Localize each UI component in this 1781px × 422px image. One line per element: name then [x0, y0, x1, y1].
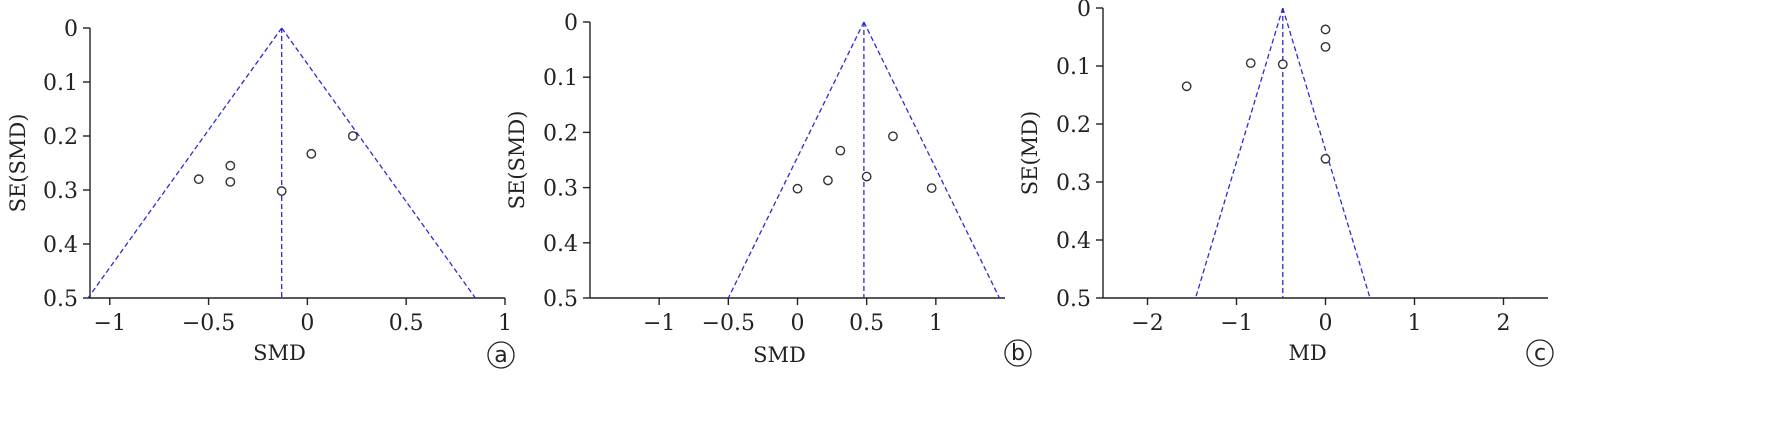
funnel-left-line — [727, 21, 865, 299]
x-tick-label: −1 — [1220, 311, 1252, 336]
study-point — [926, 183, 937, 194]
funnel-plot-b: 0 0.1 0.2 0.3 0.4 0.5 −1 −0.5 0 0.5 1 SMD SE(SMD) b — [505, 11, 1032, 367]
x-tick-label: −1 — [94, 311, 126, 336]
y-tick-label: 0.4 — [543, 232, 578, 257]
y-tick-label: 0.2 — [43, 125, 78, 150]
y-tick-label: 0.1 — [43, 71, 78, 96]
y-tick-label: 0.5 — [43, 287, 78, 312]
study-point — [792, 183, 803, 194]
panel-label: b — [1011, 341, 1025, 366]
y-axis-label: SE(MD) — [1018, 111, 1042, 195]
y-tick-label: 0.3 — [543, 177, 578, 202]
panel-label: c — [1534, 341, 1546, 366]
x-tick-label: −0.5 — [702, 311, 755, 336]
x-tick-label: 2 — [1497, 311, 1511, 336]
study-point — [835, 145, 846, 156]
funnel-right-line — [863, 21, 1001, 299]
panel-label-circle — [1526, 339, 1554, 367]
y-tick-label: 0.1 — [543, 66, 578, 91]
y-tick-label: 0.3 — [43, 179, 78, 204]
study-point — [861, 171, 872, 182]
y-axis-label: SE(SMD) — [505, 111, 529, 210]
study-point — [1320, 24, 1331, 35]
study-point — [1320, 41, 1331, 52]
study-point — [276, 186, 287, 196]
x-tick-label: 1 — [929, 311, 943, 336]
study-point — [225, 176, 236, 187]
y-tick-label: 0.3 — [1056, 171, 1091, 196]
x-tick-label: 0 — [791, 311, 805, 336]
study-point — [225, 160, 236, 171]
y-tick-label: 0.1 — [1056, 55, 1091, 80]
x-tick-label: −2 — [1131, 311, 1163, 336]
y-axis-label: SE(SMD) — [6, 114, 30, 213]
funnel-plot-c: 0 0.1 0.2 0.3 0.4 0.5 −2 −1 0 1 2 MD SE(MD) c — [1018, 0, 1554, 367]
x-tick-label: 1 — [1408, 311, 1422, 336]
y-tick-label: 0.4 — [43, 233, 78, 258]
x-tick-label: 0.5 — [389, 311, 424, 336]
y-tick-label: 0 — [1077, 0, 1091, 22]
study-point — [1245, 58, 1256, 68]
study-point — [347, 131, 358, 141]
x-tick-label: 1 — [498, 311, 512, 336]
funnel-left-line — [1194, 7, 1284, 299]
y-tick-label: 0.4 — [1056, 229, 1091, 254]
panel-label: a — [494, 343, 507, 368]
y-tick-label: 0.5 — [1056, 287, 1091, 312]
x-tick-label: −1 — [643, 311, 675, 336]
y-tick-label: 0.5 — [543, 287, 578, 312]
study-point — [306, 148, 317, 159]
x-axis-label: SMD — [753, 343, 806, 367]
y-tick-label: 0.2 — [1056, 113, 1091, 138]
study-point — [1181, 81, 1192, 92]
x-axis-label: SMD — [253, 341, 306, 365]
panel-label-circle — [487, 341, 515, 369]
y-tick-label: 0 — [64, 17, 78, 42]
x-tick-label: 0 — [1319, 311, 1333, 336]
study-point — [193, 174, 204, 185]
study-point — [823, 175, 833, 186]
panel-label-circle — [1004, 339, 1032, 367]
x-tick-label: −0.5 — [182, 311, 235, 336]
y-tick-label: 0 — [564, 11, 578, 36]
study-point — [1320, 153, 1331, 164]
study-point — [1277, 59, 1288, 70]
y-tick-label: 0.2 — [543, 121, 578, 146]
study-point — [888, 131, 898, 142]
funnel-plot-a: 0 0.1 0.2 0.3 0.4 0.5 −1 −0.5 0 0.5 1 SMD SE(SMD) a — [6, 17, 515, 369]
x-tick-label: 0.5 — [849, 311, 884, 336]
funnel-right-line — [281, 27, 476, 299]
funnel-left-line — [87, 27, 283, 299]
x-tick-label: 0 — [300, 311, 314, 336]
funnel-right-line — [1282, 7, 1371, 299]
x-axis-label: MD — [1288, 341, 1326, 365]
